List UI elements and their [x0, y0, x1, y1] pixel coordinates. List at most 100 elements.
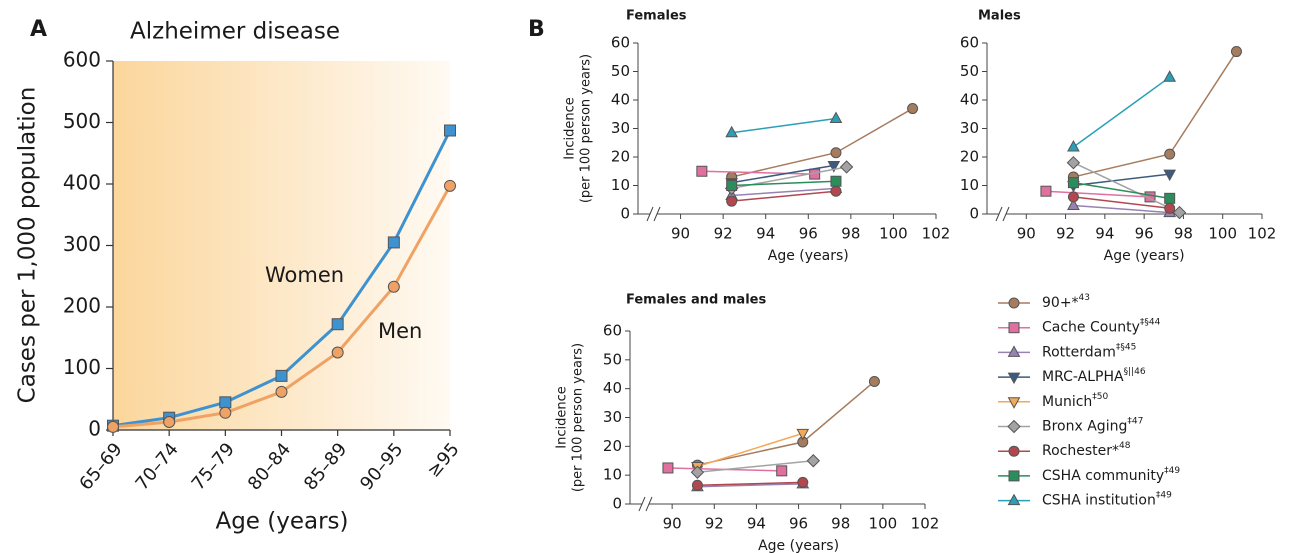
- marker: [387, 236, 400, 249]
- y-tick-label: 50: [611, 62, 630, 80]
- marker: [868, 375, 880, 387]
- chart-title: Females and males: [626, 293, 766, 308]
- y-tick-label: 20: [960, 148, 979, 166]
- y-tick-label: 60: [603, 322, 622, 340]
- x-axis-label: Age (years): [768, 248, 849, 264]
- x-tick-label: 94: [756, 225, 775, 243]
- marker: [796, 428, 810, 441]
- series-line: [1073, 181, 1170, 200]
- chart-title: Alzheimer disease: [130, 19, 340, 45]
- legend-label: Bronx Aging‡47: [1042, 416, 1143, 435]
- series-label: Women: [265, 263, 344, 287]
- marker: [444, 179, 456, 192]
- marker: [331, 346, 344, 359]
- legend-name: Munich: [1042, 394, 1092, 410]
- series-line: [1045, 190, 1151, 198]
- axis-break: [646, 206, 654, 222]
- marker: [107, 420, 119, 433]
- series-line: [731, 190, 837, 202]
- marker: [1007, 372, 1021, 385]
- marker: [797, 476, 809, 488]
- series-line: [1073, 204, 1170, 214]
- marker: [1007, 345, 1021, 357]
- marker: [1067, 139, 1080, 152]
- y-tick-label: 30: [603, 408, 622, 426]
- y-tick-label: 400: [63, 171, 101, 195]
- y-tick-label: 30: [611, 119, 630, 137]
- marker: [806, 454, 821, 468]
- marker: [662, 462, 674, 474]
- marker: [1163, 70, 1177, 82]
- marker: [907, 103, 919, 115]
- y-tick-label: 20: [611, 148, 630, 166]
- marker: [1066, 155, 1081, 170]
- x-tick-label: 90: [671, 225, 690, 243]
- y-axis-label: Incidence: [563, 97, 578, 159]
- marker: [1164, 192, 1176, 204]
- marker: [691, 479, 703, 491]
- marker: [444, 124, 456, 137]
- marker: [1007, 397, 1021, 409]
- x-tick-label: 98: [831, 515, 850, 533]
- x-tick-label: 96: [789, 515, 808, 533]
- legend-name: MRC-ALPHA: [1042, 369, 1124, 385]
- legend-note: ‡47: [1127, 416, 1143, 426]
- y-tick-label: 30: [960, 119, 979, 137]
- x-tick-label: 92: [714, 225, 733, 243]
- series-line: [731, 187, 837, 197]
- x-tick-label: 94: [1095, 225, 1114, 243]
- x-tick-label: ≥95: [423, 439, 464, 482]
- marker: [830, 147, 842, 159]
- y-tick-label: 100: [63, 355, 101, 379]
- marker: [839, 160, 854, 174]
- marker: [726, 180, 738, 191]
- y-tick-label: 40: [611, 91, 630, 109]
- chart-title: Males: [978, 9, 1021, 24]
- series-line: [731, 180, 836, 187]
- x-tick-label: 75–79: [188, 439, 239, 494]
- marker: [1008, 297, 1020, 309]
- series-line: [731, 107, 913, 178]
- series-line: [697, 380, 875, 466]
- marker: [275, 369, 288, 382]
- legend-note: §||46: [1124, 367, 1146, 377]
- marker: [1008, 470, 1020, 482]
- marker: [830, 185, 842, 197]
- axis-break: [638, 496, 646, 512]
- x-tick-label: 92: [1056, 225, 1075, 243]
- y-axis-label: Incidence: [555, 386, 570, 448]
- axis-break: [645, 496, 653, 512]
- legend-label: Cache County‡§44: [1042, 317, 1161, 336]
- x-tick-label: 80–84: [244, 439, 295, 494]
- marker: [163, 416, 176, 429]
- x-axis-label: Age (years): [758, 538, 839, 553]
- y-tick-label: 40: [603, 379, 622, 397]
- marker: [726, 195, 738, 207]
- series-line: [697, 460, 814, 474]
- legend-note: 43: [1079, 293, 1090, 303]
- chart-title: Females: [626, 9, 687, 24]
- x-tick-label: 98: [1174, 225, 1193, 243]
- x-tick-label: 94: [747, 515, 766, 533]
- legend-name: CSHA institution: [1042, 493, 1156, 509]
- marker: [1008, 322, 1020, 334]
- x-axis-label: Age (years): [1104, 248, 1185, 264]
- legend-label: Rochester*48: [1042, 441, 1131, 460]
- marker: [1172, 205, 1187, 220]
- x-tick-label: 85–89: [300, 439, 351, 494]
- series-line: [1073, 196, 1170, 210]
- legend-label: Munich‡50: [1042, 391, 1109, 410]
- x-axis-label: Age (years): [215, 509, 348, 535]
- axis-break: [653, 206, 661, 222]
- legend-label: MRC-ALPHA§||46: [1042, 367, 1146, 386]
- axis-break-gap: [650, 210, 657, 218]
- y-tick-label: 10: [603, 466, 622, 484]
- panel-label: B: [528, 17, 545, 42]
- marker: [1164, 148, 1176, 160]
- marker: [387, 280, 400, 293]
- marker: [1067, 198, 1080, 210]
- legend-name: Rochester*: [1042, 443, 1119, 459]
- marker: [829, 111, 843, 124]
- x-tick-label: 100: [1208, 225, 1237, 243]
